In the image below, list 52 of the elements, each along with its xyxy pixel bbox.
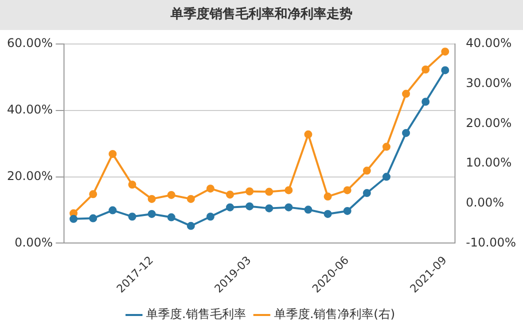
point <box>382 172 390 181</box>
y2-tick-label: 10.00% <box>466 156 512 170</box>
point <box>382 142 390 151</box>
legend-label: 单季度.销售净利率(右) <box>274 307 396 322</box>
point <box>441 48 450 56</box>
y2-tick-label: 30.00% <box>466 76 512 90</box>
y2-tick-label: 0.00% <box>466 195 504 210</box>
point <box>441 66 450 74</box>
point <box>128 212 136 221</box>
point <box>108 150 117 158</box>
point <box>343 186 352 194</box>
point <box>186 194 195 203</box>
point <box>226 203 234 212</box>
point <box>304 206 312 214</box>
point <box>362 166 371 175</box>
point <box>167 213 176 222</box>
point <box>402 90 410 98</box>
point <box>89 214 98 222</box>
y2-tick-label: 40.00% <box>466 36 512 50</box>
y-tick-label: 0.00% <box>14 235 53 250</box>
point <box>324 210 332 218</box>
chart-title: 单季度销售毛利率和净利率走势 <box>0 0 523 30</box>
point <box>284 186 293 194</box>
y-tick-label: 40.00% <box>6 102 53 117</box>
point <box>206 212 214 221</box>
point <box>226 190 234 199</box>
point <box>206 184 214 193</box>
point <box>402 128 410 137</box>
point <box>108 206 117 214</box>
y2-tick-label: -10.00% <box>466 235 516 250</box>
point <box>246 202 254 210</box>
point <box>304 130 312 138</box>
legend-label: 单季度.销售毛利率 <box>146 307 246 322</box>
point <box>186 222 195 230</box>
point <box>265 188 274 196</box>
point <box>148 210 156 218</box>
point <box>422 98 430 106</box>
point <box>167 190 176 199</box>
point <box>324 192 332 201</box>
point <box>128 180 136 189</box>
y2-tick-label: 20.00% <box>466 116 512 130</box>
y-tick-label: 60.00% <box>6 36 53 50</box>
point <box>265 204 274 212</box>
point <box>362 189 371 198</box>
point <box>284 203 293 212</box>
point <box>89 190 98 198</box>
point <box>246 187 254 196</box>
point <box>148 194 156 203</box>
point <box>70 214 78 223</box>
y-tick-label: 20.00% <box>6 168 53 183</box>
point <box>343 206 352 215</box>
point <box>422 65 430 74</box>
